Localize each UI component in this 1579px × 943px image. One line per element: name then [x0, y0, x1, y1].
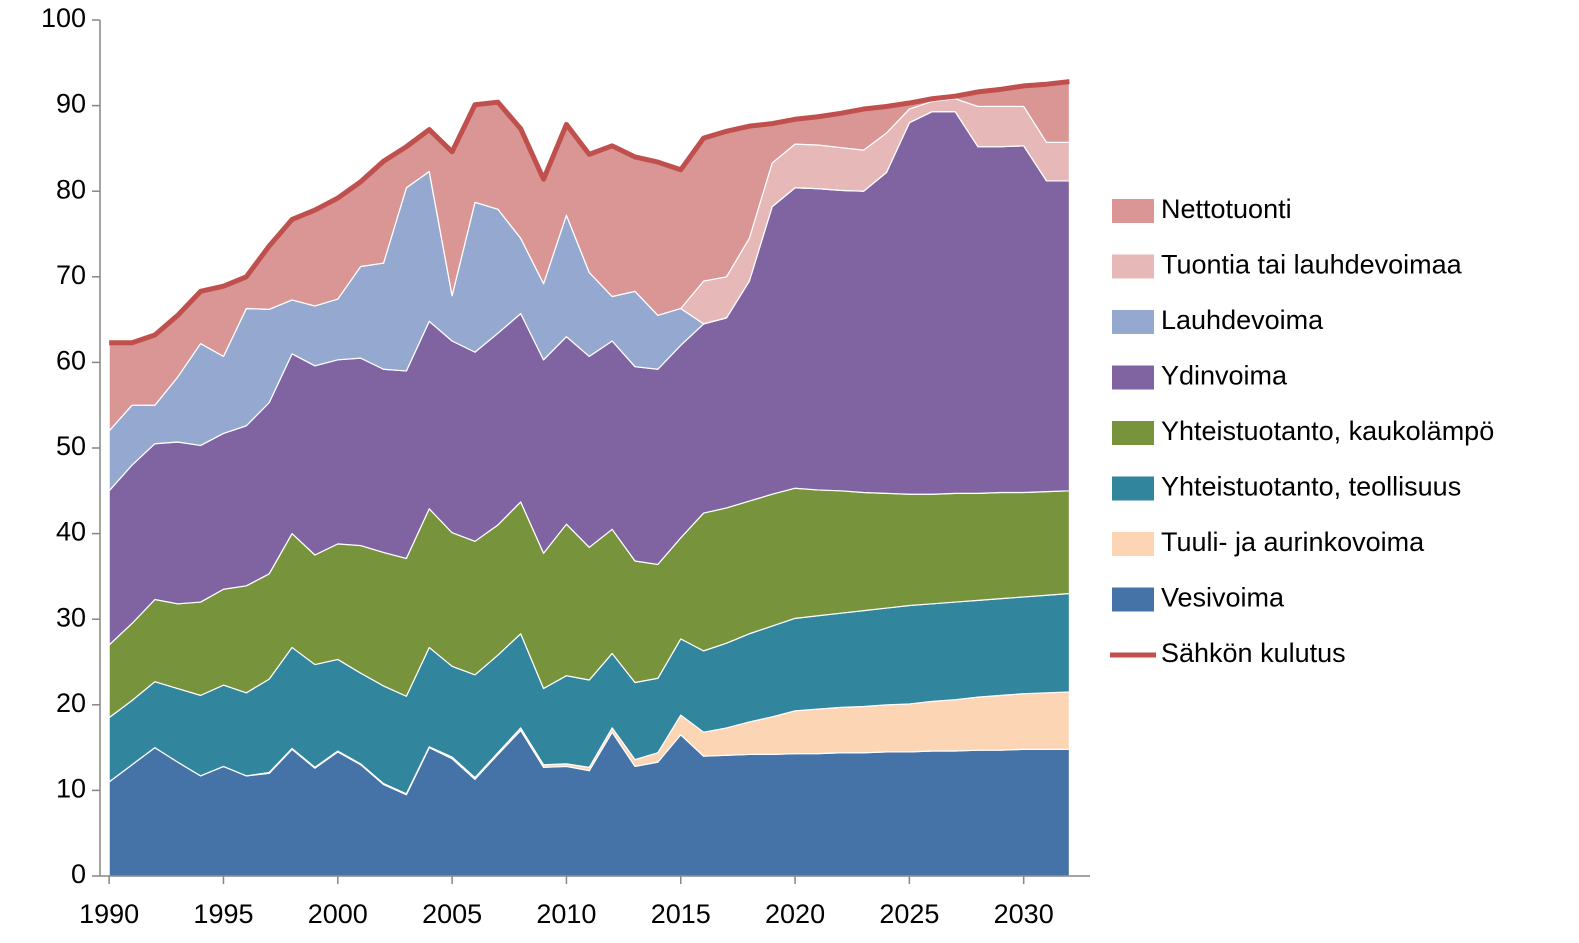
y-tick-label: 90	[56, 89, 86, 119]
line	[109, 79, 1070, 346]
y-tick-label: 20	[56, 688, 86, 718]
legend-label: Sähkön kulutus	[1161, 638, 1346, 668]
y-tick-label: 60	[56, 346, 86, 376]
legend-label: Vesivoima	[1161, 583, 1285, 613]
y-tick-label: 50	[56, 431, 86, 461]
x-tick-label: 2020	[765, 899, 825, 929]
legend-swatch	[1112, 532, 1154, 556]
legend-swatch	[1112, 587, 1154, 612]
x-tick-label: 2015	[651, 899, 711, 929]
legend-swatch	[1112, 254, 1154, 279]
y-tick-label: 40	[56, 517, 86, 547]
x-tick-label: 2025	[879, 899, 939, 929]
y-tick-label: 70	[56, 260, 86, 290]
legend-swatch	[1112, 199, 1154, 223]
legend-swatch	[1112, 421, 1154, 445]
x-tick-label: 2005	[422, 899, 482, 929]
x-tick-label: 2010	[536, 899, 596, 929]
x-tick-label: 2030	[994, 899, 1054, 929]
legend-label: Tuontia tai lauhdevoimaa	[1161, 250, 1463, 280]
legend-label: Nettotuonti	[1161, 194, 1292, 224]
legend-label: Yhteistuotanto, teollisuus	[1161, 472, 1461, 502]
legend-label: Ydinvoima	[1161, 361, 1288, 391]
legend-swatch	[1112, 476, 1154, 501]
legend-label: Lauhdevoima	[1161, 305, 1324, 335]
y-tick-label: 10	[56, 774, 86, 804]
legend-label: Tuuli- ja aurinkovoima	[1161, 527, 1425, 557]
y-tick-label: 30	[56, 602, 86, 632]
x-tick-label: 1995	[193, 899, 253, 929]
y-tick-label: 0	[71, 859, 86, 889]
y-tick-label: 100	[41, 3, 86, 33]
x-tick-label: 2000	[308, 899, 368, 929]
y-tick-label: 80	[56, 174, 86, 204]
legend-label: Yhteistuotanto, kaukolämpö	[1161, 416, 1494, 446]
x-tick-label: 1990	[79, 899, 139, 929]
legend-swatch	[1112, 310, 1154, 334]
legend-swatch	[1112, 365, 1154, 390]
areas	[108, 81, 1071, 877]
